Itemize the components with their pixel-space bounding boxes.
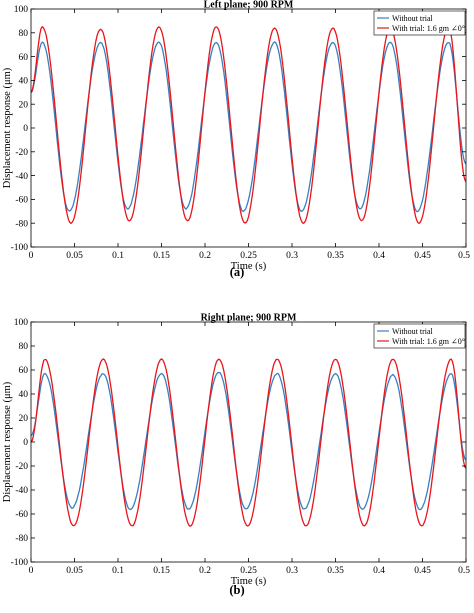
legend-label: With trial: 1.6 gm ∠0° [392,24,465,33]
y-tick-label: 20 [19,100,29,110]
chart-panel-right-plane: 0 0.05 0.1 0.15 0.2 0.25 0.3 0.35 0.4 0.45 0.5 -100… [2,313,470,598]
y-axis-label: Displacement response (μm) [2,381,13,502]
x-tick-label: 0.45 [414,566,431,576]
legend-label: Without trial [392,14,434,23]
y-tick-label: -80 [15,534,28,544]
x-tick-label: 0.2 [199,566,211,576]
chart-title: Right plane; 900 RPM [201,313,297,324]
y-tick-label: -20 [15,148,28,158]
x-tick-label: 0.3 [286,566,298,576]
y-tick-label: 0 [23,124,28,134]
x-axis-label: Time (s) [231,261,267,272]
series-line-without-trial [31,371,466,511]
panel-caption: (b) [229,583,244,597]
x-tick-label: 0.4 [373,566,385,576]
x-tick-label: 0 [29,251,34,261]
y-tick-label: 60 [19,53,29,63]
y-axis-label: Displacement response (μm) [2,67,13,188]
y-tick-label: -80 [15,219,28,229]
x-tick-label: 0.05 [66,251,83,261]
x-tick-label: 0.15 [153,251,170,261]
x-tick-label: 0.25 [240,566,257,576]
x-tick-label: 0.1 [112,566,124,576]
chart-title: Left plane; 900 RPM [204,0,294,11]
x-tick-label: 0.35 [327,251,344,261]
series-line-with-trial [31,26,466,225]
y-tick-label: -20 [15,462,28,472]
legend-label: With trial: 1.6 gm ∠0° [392,337,465,346]
x-tick-label: 0.2 [199,251,211,261]
series-line-without-trial [31,41,466,213]
panel-caption: (a) [230,265,245,279]
y-tick-label: -60 [15,196,28,206]
x-tick-label: 0 [29,566,34,576]
chart-panel-left-plane: 0 0.05 0.1 0.15 0.2 0.25 0.3 0.35 0.4 0.45 0.5 -100… [2,0,470,279]
series-line-with-trial [31,358,466,527]
y-tick-label: -60 [15,510,28,520]
x-tick-label: 0.05 [66,566,83,576]
y-tick-label: -100 [11,243,29,253]
y-tick-label: 20 [19,414,29,424]
series-group [31,358,466,527]
x-tick-label: 0.45 [414,251,431,261]
y-tick-label: -40 [15,486,28,496]
x-tick-label: 0.5 [458,566,470,576]
x-axis-label: Time (s) [231,576,267,587]
x-tick-label: 0.5 [458,251,470,261]
y-tick-label: 0 [23,438,28,448]
y-tick-label: 60 [19,366,29,376]
y-tick-label: 80 [19,342,29,352]
x-tick-label: 0.15 [153,566,170,576]
x-tick-label: 0.3 [286,251,298,261]
series-group [31,26,466,225]
x-tick-label: 0.35 [327,566,344,576]
y-tick-label: 80 [19,29,29,39]
y-tick-label: 40 [19,77,29,87]
x-tick-label: 0.25 [240,251,257,261]
legend-box [373,10,466,36]
x-tick-label: 0.4 [373,251,385,261]
y-tick-label: -100 [11,558,29,568]
y-tick-label: -40 [15,172,28,182]
y-tick-label: 100 [14,5,29,15]
legend-label: Without trial [392,327,434,336]
y-tick-label: 40 [19,390,29,400]
x-tick-label: 0.1 [112,251,124,261]
y-tick-label: 100 [14,318,29,328]
legend-box [373,323,466,349]
